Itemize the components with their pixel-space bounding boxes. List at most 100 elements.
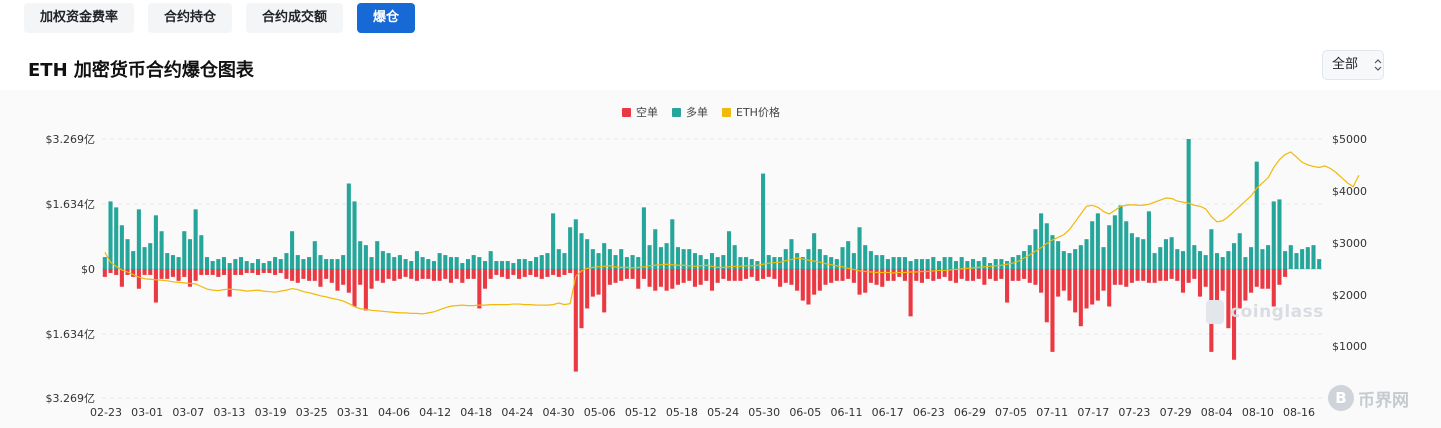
long-bar xyxy=(1180,251,1186,269)
x-tick-label: 04-06 xyxy=(378,406,410,419)
x-tick-label: 07-23 xyxy=(1118,406,1150,419)
long-bar xyxy=(426,259,431,269)
short-bar xyxy=(1158,269,1163,281)
short-bar xyxy=(1084,269,1089,309)
long-bar xyxy=(284,253,289,269)
long-bar xyxy=(324,259,329,269)
x-tick-label: 03-13 xyxy=(213,406,245,419)
short-bar xyxy=(846,269,851,279)
x-tick-label: 07-17 xyxy=(1077,406,1109,419)
long-bar xyxy=(726,231,732,269)
short-bar xyxy=(704,269,709,281)
short-bar xyxy=(1271,269,1276,307)
tab-volume[interactable]: 合约成交额 xyxy=(246,3,344,33)
long-bar xyxy=(221,257,227,269)
long-bar xyxy=(505,261,510,269)
long-bar xyxy=(647,245,652,269)
long-bar xyxy=(1050,235,1055,269)
long-bar xyxy=(1163,239,1168,269)
long-bar xyxy=(908,261,913,269)
short-bar xyxy=(448,269,454,283)
long-bar xyxy=(999,259,1004,269)
long-bar xyxy=(1101,247,1106,269)
tab-open-interest[interactable]: 合约持仓 xyxy=(148,3,233,33)
short-bar xyxy=(823,269,828,285)
long-bar xyxy=(817,249,822,269)
long-bar xyxy=(256,259,261,269)
long-bar xyxy=(1129,233,1134,269)
long-bar xyxy=(1249,247,1254,269)
long-bar xyxy=(562,253,567,269)
short-bar xyxy=(148,269,153,275)
x-tick-label: 04-24 xyxy=(501,406,533,419)
short-bar xyxy=(800,269,805,301)
short-bar xyxy=(925,269,930,279)
long-bar xyxy=(295,255,300,269)
short-bar xyxy=(579,269,584,329)
long-bar xyxy=(1283,251,1288,269)
long-bar xyxy=(732,245,737,269)
legend-price-label: ETH价格 xyxy=(736,106,780,119)
short-bar xyxy=(1141,269,1146,281)
short-bar xyxy=(1266,269,1271,289)
long-bar xyxy=(1237,233,1242,269)
tab-liquidation[interactable]: 爆仓 xyxy=(357,3,416,33)
x-tick-label: 07-05 xyxy=(995,406,1027,419)
short-bar xyxy=(517,269,522,279)
long-bar xyxy=(897,257,902,269)
legend-short-swatch xyxy=(622,107,631,117)
short-bar xyxy=(976,269,981,279)
short-bar xyxy=(216,269,221,277)
long-bar xyxy=(1084,239,1089,269)
short-bar xyxy=(244,269,249,273)
long-bar xyxy=(653,229,658,269)
long-bar xyxy=(199,235,204,269)
short-bar xyxy=(346,269,351,293)
short-bar xyxy=(131,269,136,277)
long-bar xyxy=(517,259,522,269)
long-bar xyxy=(500,261,505,269)
short-bar xyxy=(1067,269,1072,301)
legend-price[interactable]: ETH价格 xyxy=(722,104,780,120)
short-bar xyxy=(108,269,113,273)
y-left-tick-label: $0 xyxy=(81,263,95,276)
long-bar xyxy=(1294,253,1299,269)
long-bar xyxy=(1175,249,1180,269)
long-bar xyxy=(1135,237,1140,269)
short-bar xyxy=(562,269,567,275)
short-bar xyxy=(653,269,658,291)
short-bar xyxy=(193,269,198,281)
long-bar xyxy=(709,253,715,269)
range-select[interactable]: 全部 xyxy=(1322,50,1384,80)
legend-long-label: 多单 xyxy=(686,106,708,119)
short-bar xyxy=(1277,269,1282,285)
long-bar xyxy=(778,257,783,269)
short-bar xyxy=(1118,269,1123,285)
long-bar xyxy=(783,249,788,269)
price-line xyxy=(104,151,1360,315)
short-bar xyxy=(290,269,295,281)
long-bar xyxy=(131,251,136,269)
long-bar xyxy=(607,249,612,269)
page-title: ETH 加密货币合约爆仓图表 xyxy=(28,60,254,81)
short-bar xyxy=(312,269,317,281)
long-bar xyxy=(420,257,425,269)
long-bar xyxy=(1090,221,1095,269)
long-bar xyxy=(766,255,771,269)
legend-long[interactable]: 多单 xyxy=(672,104,708,120)
legend-short[interactable]: 空单 xyxy=(622,104,658,120)
long-bar xyxy=(227,263,232,269)
short-bar xyxy=(1226,269,1231,329)
short-bar xyxy=(726,269,732,281)
long-bar xyxy=(182,231,187,269)
short-bar xyxy=(301,269,306,279)
x-tick-label: 02-23 xyxy=(90,406,122,419)
short-bar xyxy=(1039,269,1044,293)
tab-funding-rate[interactable]: 加权资金费率 xyxy=(24,3,135,33)
long-bar xyxy=(1095,213,1100,269)
short-bar xyxy=(307,269,312,281)
long-bar xyxy=(244,261,249,269)
long-bar xyxy=(193,209,198,269)
short-bar xyxy=(500,269,505,277)
long-bar xyxy=(267,261,272,269)
